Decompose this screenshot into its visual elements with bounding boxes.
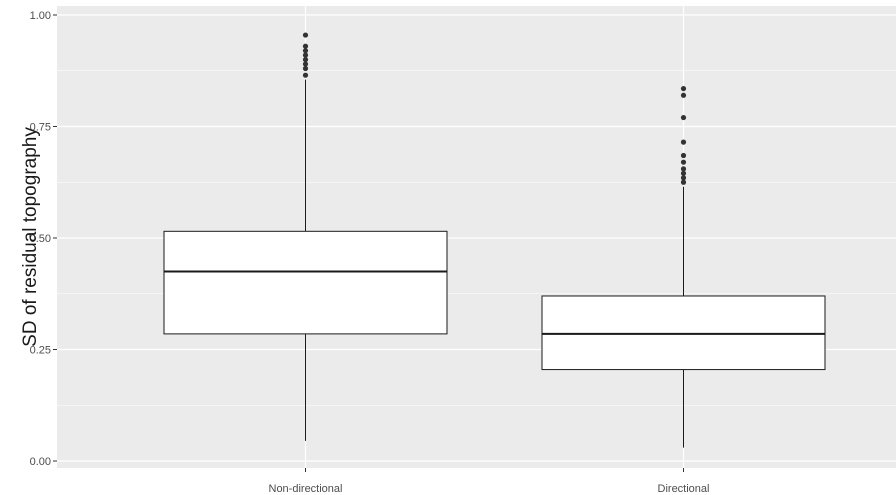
x-tick-label: Non-directional	[269, 483, 343, 495]
outlier-point	[680, 170, 687, 176]
outlier-point	[680, 175, 687, 181]
outlier-point	[302, 61, 309, 67]
outlier-point	[680, 166, 687, 172]
outlier-point	[680, 159, 687, 165]
box	[541, 295, 826, 371]
x-axis-ticks: Non-directional Directional	[269, 468, 710, 495]
outlier-point	[302, 72, 309, 78]
y-tick-label: 1.00	[30, 10, 51, 22]
y-tick-label: 0.50	[30, 233, 51, 245]
y-tick-label: 0.75	[30, 122, 51, 134]
y-tick-label: 0.00	[30, 456, 51, 468]
outlier-point	[302, 65, 309, 72]
outlier-point	[680, 85, 687, 92]
outlier-point	[680, 179, 687, 185]
outlier-point	[680, 152, 687, 159]
y-axis-title: SD of residual topography	[20, 127, 41, 347]
outlier-point	[302, 52, 309, 58]
y-axis-ticks: 0.00 0.25 0.50 0.75 1.00	[30, 10, 57, 468]
y-tick-label: 0.25	[30, 345, 51, 357]
x-tick-label: Directional	[658, 483, 710, 495]
outlier-point	[302, 43, 309, 49]
outlier-point	[302, 57, 309, 63]
box-marks	[163, 32, 826, 448]
outlier-point	[302, 48, 309, 54]
box-group	[541, 85, 826, 448]
outlier-point	[680, 92, 687, 98]
box	[163, 230, 448, 335]
box-group	[163, 32, 448, 441]
outlier-point	[680, 139, 687, 145]
outlier-point	[302, 32, 309, 38]
outlier-point	[680, 114, 687, 121]
